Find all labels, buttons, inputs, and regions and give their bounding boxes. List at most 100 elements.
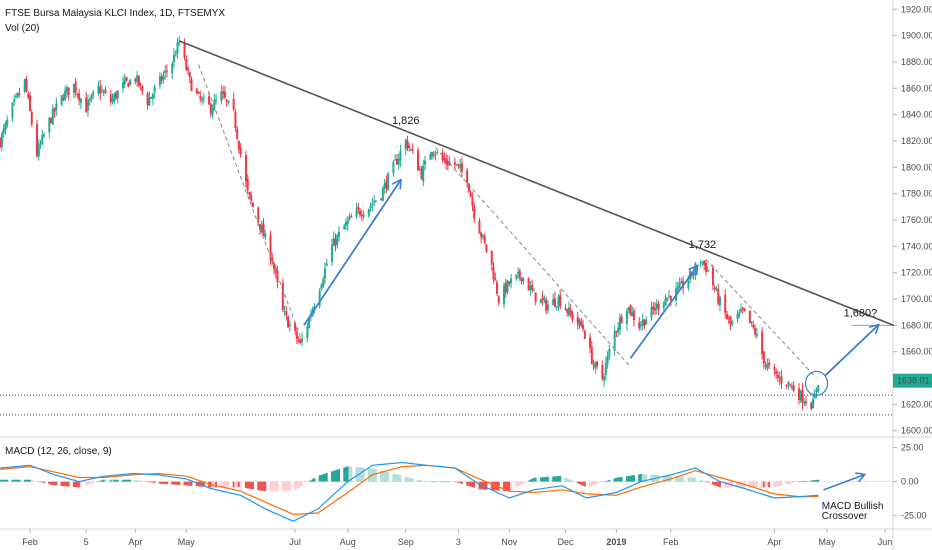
macd-histogram-bar — [176, 481, 179, 485]
price-tick-label: 1700.00 — [901, 294, 932, 304]
candle-body — [41, 134, 44, 144]
macd-histogram-bar — [160, 481, 163, 484]
candle — [409, 147, 412, 152]
macd-histogram-bar — [213, 481, 216, 488]
candle-body — [336, 235, 339, 246]
candle — [453, 157, 456, 170]
candle — [797, 383, 800, 405]
macd-histogram-bar — [580, 481, 583, 485]
macd-histogram-bar — [460, 481, 463, 484]
candle-body — [43, 134, 46, 136]
macd-histogram-bar — [434, 481, 437, 483]
macd-histogram-bar — [223, 481, 226, 488]
candle-body — [566, 309, 569, 313]
candle — [422, 159, 425, 187]
macd-histogram-bar — [750, 481, 753, 488]
macd-histogram-bar — [571, 480, 574, 482]
candle — [778, 371, 781, 386]
candle — [369, 202, 372, 212]
macd-histogram-bar — [190, 481, 193, 486]
candle — [201, 96, 204, 106]
macd-histogram-bar — [445, 481, 448, 483]
candle — [295, 327, 298, 344]
candle-body — [88, 99, 91, 102]
candle-body — [346, 220, 349, 225]
macd-histogram-bar — [359, 467, 362, 482]
candle-body — [251, 202, 254, 207]
candle-body — [457, 163, 460, 166]
candle-body — [546, 304, 549, 311]
candle-body — [662, 303, 665, 309]
candle-body — [441, 152, 444, 161]
macd-histogram-bar — [37, 481, 40, 483]
time-tick-label: Sep — [398, 537, 414, 547]
candle-body — [64, 90, 67, 100]
candle — [211, 104, 214, 120]
candle-body — [6, 119, 9, 126]
candle — [102, 88, 105, 97]
candle — [508, 280, 511, 287]
candle — [273, 261, 276, 275]
candle-body — [799, 390, 802, 401]
candle — [531, 279, 534, 293]
candle-body — [668, 295, 671, 297]
candle — [116, 90, 119, 104]
macd-histogram-bar — [276, 481, 279, 492]
macd-histogram-bar — [394, 474, 397, 482]
candle — [41, 130, 44, 146]
macd-histogram-bar — [299, 481, 302, 487]
candle-body — [418, 168, 421, 170]
candle-body — [308, 317, 311, 329]
candle-body — [258, 224, 261, 230]
candle — [411, 143, 414, 154]
macd-histogram-bar — [260, 481, 263, 491]
candle — [485, 244, 488, 254]
candle-body — [187, 68, 190, 71]
macd-histogram-bar — [504, 481, 507, 491]
macd-histogram-bar — [422, 480, 425, 482]
price-tick-label: 1740.00 — [901, 241, 932, 251]
macd-histogram-bar — [151, 481, 154, 483]
candle — [123, 74, 126, 89]
candle-body — [539, 299, 542, 304]
macd-histogram — [0, 466, 820, 492]
macd-histogram-bar — [318, 475, 321, 482]
macd-histogram-bar — [0, 479, 2, 482]
candle-body — [299, 340, 302, 343]
macd-histogram-bar — [237, 481, 240, 488]
candle-body — [531, 284, 534, 291]
macd-histogram-bar — [381, 470, 384, 482]
macd-histogram-bar — [569, 480, 572, 482]
candle — [803, 398, 806, 407]
candle — [299, 338, 302, 345]
candle — [14, 93, 17, 100]
candle — [160, 73, 163, 84]
price-tick-label: 1600.00 — [901, 426, 932, 436]
candle-body — [0, 133, 3, 147]
macd-histogram-bar — [187, 481, 190, 486]
candle-body — [520, 277, 523, 282]
macd-histogram-bar — [367, 468, 370, 482]
macd-histogram-bar — [332, 470, 335, 482]
candle-body — [369, 205, 372, 209]
candle — [188, 70, 191, 84]
macd-histogram-bar — [485, 481, 488, 490]
candle-body — [631, 312, 634, 316]
macd-histogram-bar — [641, 474, 644, 482]
candle — [113, 92, 116, 105]
candle — [578, 318, 581, 330]
candle — [416, 146, 419, 171]
candle-body — [306, 326, 309, 338]
macd-histogram-bar — [552, 476, 555, 482]
macd-histogram-bar — [457, 481, 460, 483]
candle — [48, 116, 51, 138]
candle-body — [385, 181, 388, 189]
candle-body — [529, 286, 532, 291]
candle — [260, 220, 263, 234]
candle — [67, 87, 70, 101]
candle — [738, 308, 741, 319]
candle-body — [429, 154, 432, 160]
candle — [146, 91, 149, 110]
macd-histogram-bar — [273, 481, 276, 492]
price-tick-label: 1760.00 — [901, 215, 932, 225]
